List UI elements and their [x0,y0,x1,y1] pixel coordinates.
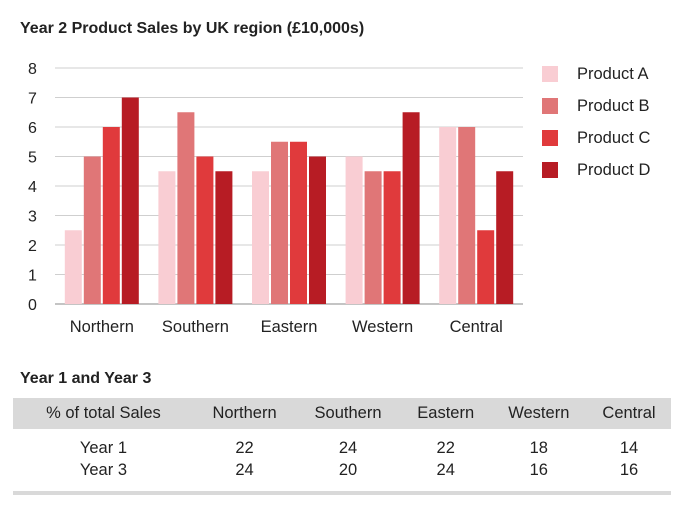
table-header-row: % of total Sales Northern Southern Easte… [13,398,671,429]
bar [121,97,139,304]
legend-label: Product D [577,161,650,179]
bar [215,171,233,304]
bar-chart: 0 1 2 3 4 5 6 7 8 Northern Southern Eastern Western… [28,61,650,336]
table-header-cell: % of total Sales [13,398,194,429]
x-tick-label: Eastern [261,318,318,336]
y-tick-label: 3 [28,209,37,226]
table-cell: 22 [436,439,455,457]
bar [364,171,382,304]
table-header-cell: Central [587,398,671,429]
bar [196,156,214,304]
table-cell: 24 [338,439,358,457]
bar [158,171,176,304]
y-tick-label: 4 [28,179,37,196]
bar [83,156,101,304]
table-cell: 24 [436,461,455,479]
table-cell: 14 [619,439,639,457]
table-header-cell: Eastern [400,398,491,429]
legend-swatch [542,98,558,114]
legend-swatch [542,162,558,178]
bar [496,171,514,304]
bar [477,230,495,304]
table-cell: 16 [619,461,639,479]
table-header-cell: Northern [193,398,296,429]
bar [64,230,82,304]
y-tick-label: 6 [28,120,37,137]
chart-title: Year 2 Product Sales by UK region (£10,0… [20,20,365,37]
table-cell: 20 [338,461,358,479]
table-row: Year 1 22 24 22 18 14 [13,429,671,459]
table-cell: Year 1 [79,439,127,457]
bar [345,156,363,304]
table-header-cell: Southern [295,398,401,429]
table-cell: 18 [529,439,548,457]
x-tick-label: Northern [70,318,134,336]
bar [252,171,269,304]
bar [102,127,120,304]
bar [383,171,401,304]
y-tick-label: 1 [28,268,37,285]
bar [402,112,420,304]
table-cell: 16 [529,461,548,479]
bar [309,156,326,304]
legend-swatch [542,66,558,82]
y-tick-label: 7 [28,91,37,108]
bar [271,141,288,304]
x-tick-label: Western [352,318,413,336]
legend-label: Product B [577,97,649,115]
table-cell: Year 3 [79,461,127,479]
y-tick-label: 8 [28,61,37,78]
table-cell: 24 [235,461,254,479]
x-tick-label: Central [450,318,503,336]
table-bottom-rule [13,491,671,495]
table-cell: 22 [235,439,254,457]
bar [290,141,307,304]
table-header-cell: Western [490,398,588,429]
sales-share-table: % of total Sales Northern Southern Easte… [13,398,671,481]
y-tick-label: 5 [28,150,37,167]
y-tick-label: 2 [28,238,37,255]
legend-label: Product C [577,129,650,147]
legend-swatch [542,130,558,146]
bar [177,112,195,304]
table-title: Year 1 and Year 3 [20,370,152,387]
bar [439,127,457,304]
y-tick-label: 0 [28,297,37,314]
legend-label: Product A [577,65,649,83]
bar [458,127,476,304]
x-tick-label: Southern [162,318,229,336]
table-row: Year 3 24 20 24 16 16 [13,459,671,481]
